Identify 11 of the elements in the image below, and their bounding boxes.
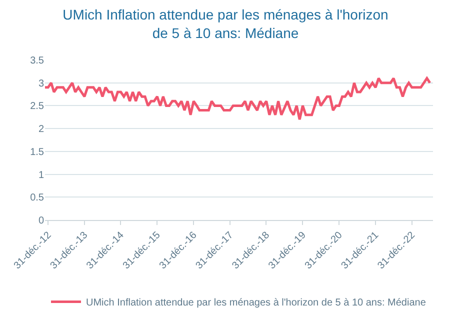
chart-title: UMich Inflation attendue par les ménages à l'horizon de 5 à 10 ans: Médiane xyxy=(62,6,388,41)
y-tick-label: 3.5 xyxy=(30,56,44,66)
y-tick-label: 1 xyxy=(38,170,44,181)
y-tick-label: 1.5 xyxy=(30,146,44,158)
y-tick-label: 2.5 xyxy=(30,101,44,112)
y-tick-label: 2 xyxy=(38,124,44,136)
y-tick-label: 0 xyxy=(38,216,44,226)
y-tick-label: 3 xyxy=(38,78,44,90)
y-tick-label: 0.5 xyxy=(30,192,44,204)
legend-label: UMich Inflation attendue par les ménages à l'horizon de 5 à 10 ans: Médiane xyxy=(86,298,426,309)
line-series xyxy=(45,77,432,121)
